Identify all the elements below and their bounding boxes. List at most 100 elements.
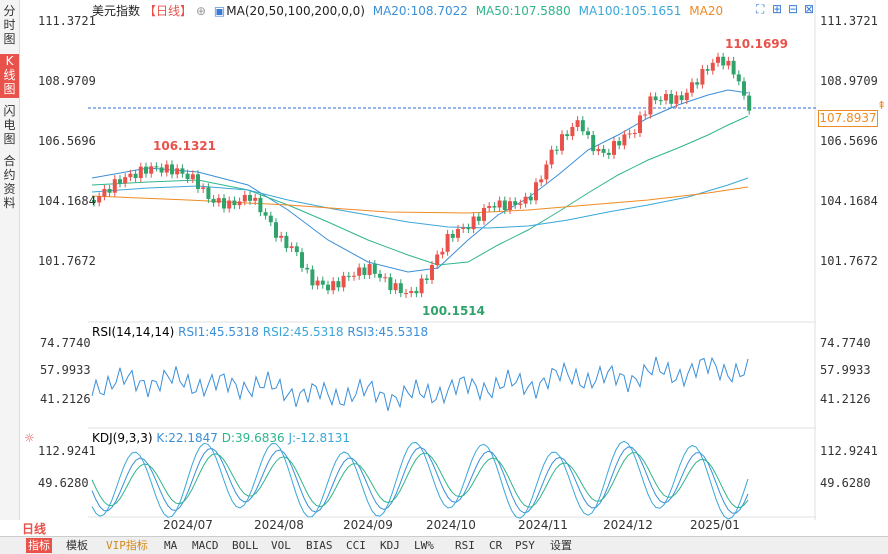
sidebar: 分时图 K线图 闪电图 合约资料 xyxy=(0,0,20,520)
candle-body xyxy=(430,264,434,280)
rsi-legend: RSI(14,14,14) RSI1:45.5318 RSI2:45.5318 … xyxy=(92,325,428,339)
kdj-tick: 49.6280 xyxy=(820,476,871,490)
candle-body xyxy=(554,149,559,151)
tab-bias[interactable]: BIAS xyxy=(306,539,333,552)
kdj-k-line xyxy=(91,446,749,514)
settings-circle-icon[interactable]: ⊕ xyxy=(196,4,207,18)
candle-body xyxy=(716,56,720,63)
ma50-value: MA50:107.5880 xyxy=(475,4,571,18)
candle-body xyxy=(107,188,112,193)
candle-body xyxy=(539,179,544,183)
date-label: 2024/09 xyxy=(343,518,393,532)
period-selector[interactable]: 日线 xyxy=(22,522,47,536)
tab-flash-chart[interactable]: 闪电图 xyxy=(3,104,16,146)
zoom-out-icon[interactable]: ⊟ xyxy=(788,2,799,16)
candle-body xyxy=(388,277,393,291)
candle-body xyxy=(201,187,206,189)
candle-body xyxy=(164,164,169,173)
candle-body xyxy=(118,179,122,184)
tab-kdj[interactable]: KDJ xyxy=(380,539,400,552)
close-icon[interactable]: ⊠ xyxy=(804,2,815,16)
rsi-tick: 57.9933 xyxy=(820,363,871,377)
candle-body xyxy=(721,56,726,66)
instrument-name: 美元指数 xyxy=(92,4,141,18)
period-label[interactable]: 【日线】 xyxy=(144,4,193,18)
ma-indicator-icon[interactable]: ▣ xyxy=(213,4,226,18)
candle-body xyxy=(695,82,700,85)
candle-body xyxy=(710,62,715,71)
candle-body xyxy=(138,166,143,179)
candle-body xyxy=(487,206,492,209)
kdj-d-value: D:39.6836 xyxy=(221,431,285,445)
tab-templates[interactable]: 模板 xyxy=(66,539,88,552)
kdj-d-line xyxy=(91,452,749,509)
price-tick-left: 106.5696 xyxy=(38,134,96,148)
kdj-k-value: K:22.1847 xyxy=(156,431,218,445)
candle-body xyxy=(248,194,252,201)
kdj-legend: KDJ(9,3,3) K:22.1847 D:39.6836 J:-12.813… xyxy=(92,431,350,445)
kdj-settings-icon[interactable]: ☼ xyxy=(24,431,35,445)
candle-body xyxy=(461,227,466,229)
tab-indicators[interactable]: 指标 xyxy=(26,538,52,553)
candle-body xyxy=(196,174,200,189)
candle-body xyxy=(596,148,601,152)
candle-body xyxy=(185,173,190,180)
candle-body xyxy=(180,168,185,174)
tab-kline-chart[interactable]: K线图 xyxy=(0,54,19,98)
candle-body xyxy=(227,200,232,209)
fullscreen-icon[interactable]: ⛶ xyxy=(756,2,765,16)
candle-body xyxy=(471,216,476,230)
candle-body xyxy=(518,203,523,205)
candle-body xyxy=(560,134,564,151)
date-label: 2024/12 xyxy=(603,518,653,532)
tab-vol[interactable]: VOL xyxy=(271,539,291,552)
zoom-in-icon[interactable]: ⊞ xyxy=(772,2,783,16)
price-tick: 101.7672 xyxy=(820,254,878,268)
candle-body xyxy=(638,115,642,133)
rsi-label: RSI(14,14,14) xyxy=(92,325,175,339)
rsi-tick-left: 57.9933 xyxy=(40,363,91,377)
candle-body xyxy=(643,114,648,116)
date-label: 2024/08 xyxy=(254,518,304,532)
tab-lw[interactable]: LW% xyxy=(414,539,434,552)
tab-settings[interactable]: 设置 xyxy=(550,539,572,552)
candle-body xyxy=(123,177,128,184)
candle-body xyxy=(294,246,299,253)
candle-body xyxy=(372,264,377,274)
candle-body xyxy=(679,95,684,101)
ma20-line xyxy=(91,89,749,273)
tab-rsi[interactable]: RSI xyxy=(455,539,475,552)
candle-body xyxy=(544,164,549,180)
candle-body xyxy=(170,164,174,175)
tab-psy[interactable]: PSY xyxy=(515,539,535,552)
price-tick-left: 101.7672 xyxy=(38,254,96,268)
candle-body xyxy=(357,267,362,276)
candle-body xyxy=(310,269,315,286)
tab-time-chart[interactable]: 分时图 xyxy=(3,4,16,46)
tab-cci[interactable]: CCI xyxy=(346,539,366,552)
low-annotation: 100.1514 xyxy=(422,304,486,318)
tab-ma[interactable]: MA xyxy=(164,539,178,552)
candle-body xyxy=(674,95,679,104)
candle-body xyxy=(367,264,372,275)
kline-chart[interactable] xyxy=(88,0,816,520)
tab-vip-indicators[interactable]: VIP指标 xyxy=(106,539,148,552)
candle-body xyxy=(393,283,398,291)
tab-boll[interactable]: BOLL xyxy=(232,539,259,552)
date-label: 2024/10 xyxy=(426,518,476,532)
ma20-value: MA20:108.7022 xyxy=(372,4,468,18)
candle-body xyxy=(476,216,481,221)
candle-body xyxy=(622,134,627,146)
candle-body xyxy=(664,93,668,101)
candle-body xyxy=(216,198,221,203)
candle-body xyxy=(424,278,429,280)
tab-contract-info[interactable]: 合约资料 xyxy=(3,154,16,210)
candle-body xyxy=(534,182,538,201)
tab-macd[interactable]: MACD xyxy=(192,539,219,552)
candle-body xyxy=(149,166,154,174)
rsi-tick-left: 41.2126 xyxy=(40,392,91,406)
candle-body xyxy=(482,208,486,221)
kdj-tick-left: 112.9241 xyxy=(38,444,96,458)
price-arrow-icon[interactable]: ⇞ xyxy=(877,99,887,112)
tab-cr[interactable]: CR xyxy=(489,539,503,552)
